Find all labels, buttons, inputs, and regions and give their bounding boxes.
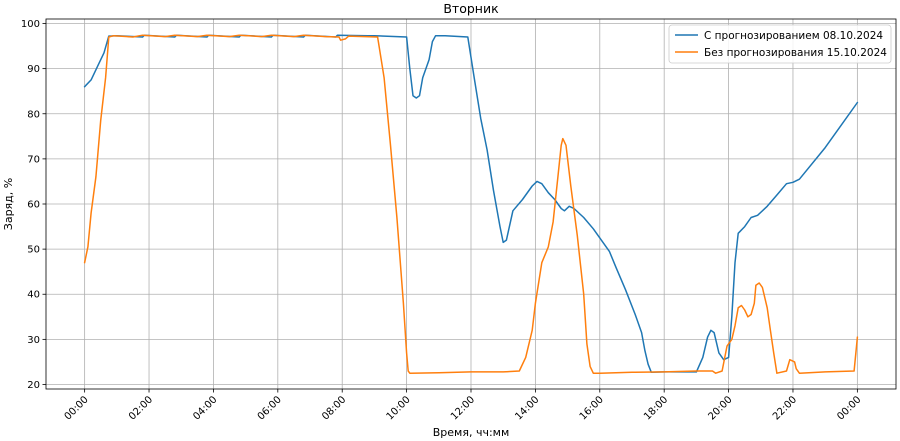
y-tick-label: 20: [27, 380, 40, 391]
grid: [46, 19, 896, 389]
y-tick-label: 40: [27, 290, 40, 301]
y-axis-title: Заряд, %: [2, 178, 15, 230]
y-axis: 20 30 40 50 60 70 80 90 100: [21, 19, 46, 391]
series-layer: [83, 34, 859, 374]
series-line-no-forecast: [83, 34, 859, 374]
y-tick-label: 60: [27, 200, 40, 211]
x-axis-title: Время, чч:мм: [433, 426, 510, 439]
y-tick-label: 90: [27, 64, 40, 75]
chart-title: Вторник: [443, 1, 499, 16]
legend: С прогнозированием 08.10.2024 Без прогно…: [668, 24, 892, 64]
legend-label-forecast: С прогнозированием 08.10.2024: [704, 30, 883, 42]
y-tick-label: 70: [27, 154, 40, 165]
y-tick-label: 30: [27, 335, 40, 346]
y-tick-label: 100: [21, 19, 40, 30]
legend-label-no-forecast: Без прогнозирования 15.10.2024: [704, 47, 887, 59]
legend-box: [668, 24, 892, 64]
y-tick-label: 50: [27, 245, 40, 256]
y-tick-label: 80: [27, 109, 40, 120]
